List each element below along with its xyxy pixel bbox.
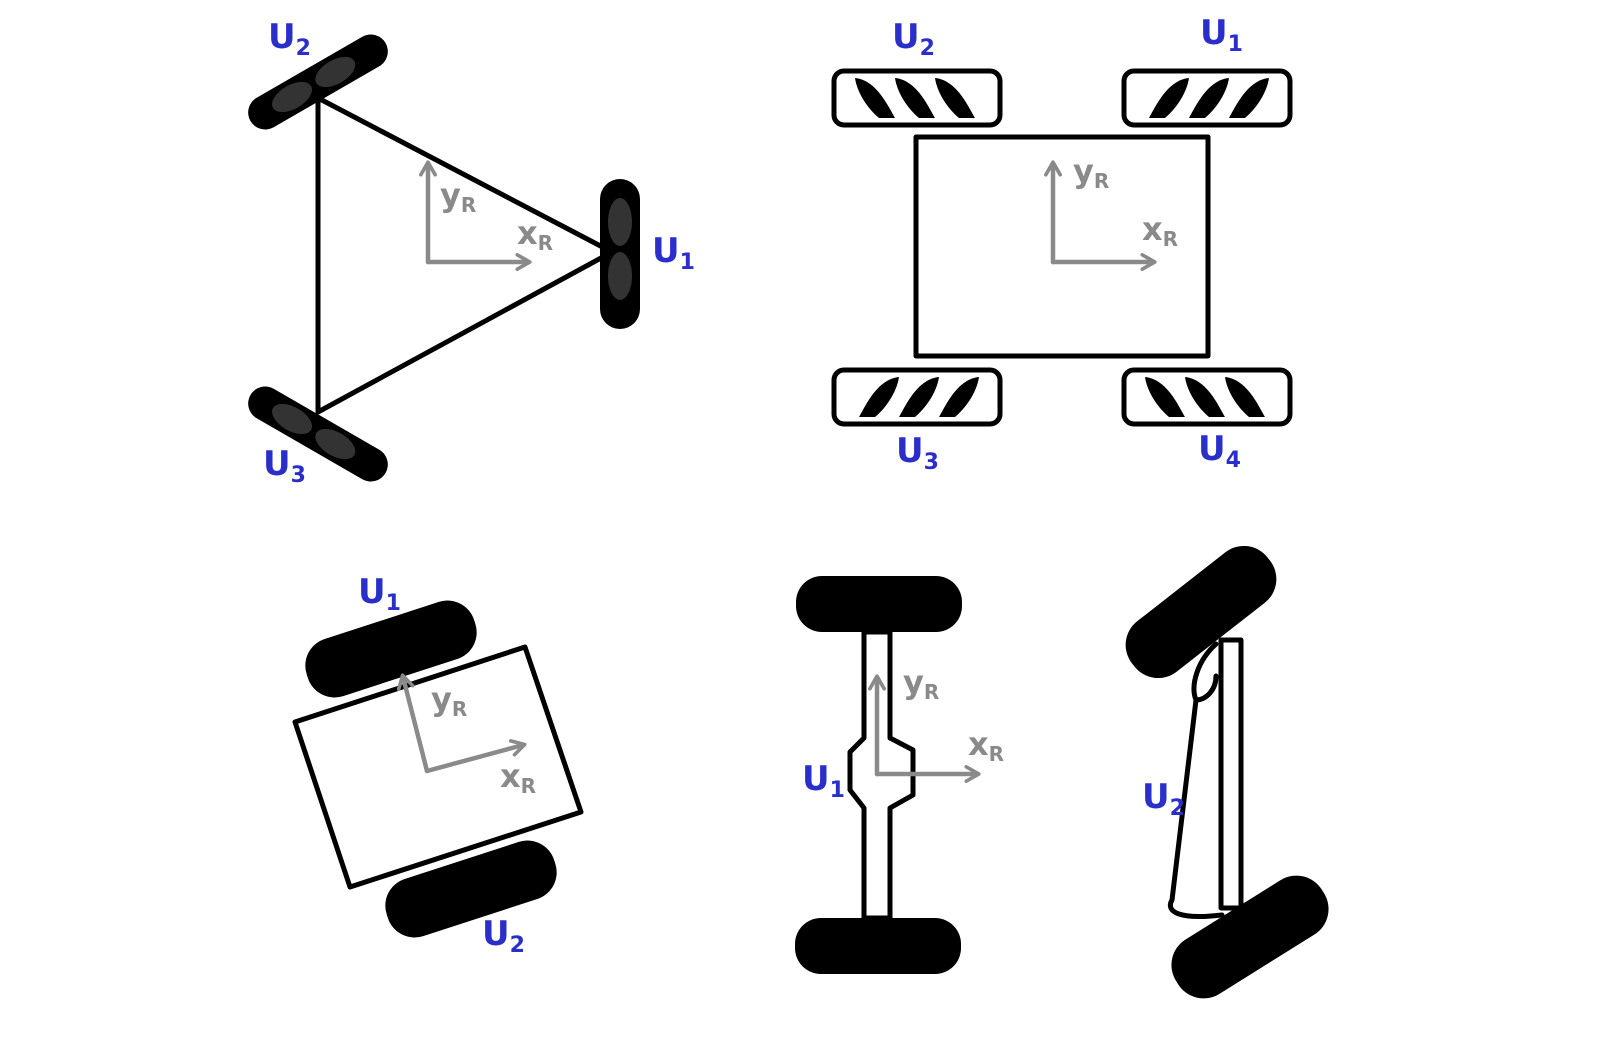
x-axis-label: xR — [500, 757, 536, 798]
tilted-rectangular-chassis — [292, 644, 584, 890]
mecanum-wheel-u1 — [1121, 68, 1293, 128]
x-axis-arrow — [424, 739, 527, 774]
mecanum-wheel-u4 — [1121, 367, 1293, 427]
panel-four-wheel-robot: yR xR U1 U2 U3 U4 — [831, 13, 1293, 475]
robot-frame-axes: yR xR — [868, 663, 1004, 783]
wheel-u2 — [385, 840, 557, 938]
robot-frame-axes: yR xR — [1044, 152, 1178, 271]
triangle-chassis — [315, 95, 615, 415]
mecanum-wheel-u3 — [831, 367, 1003, 427]
front-wheel-top — [796, 576, 962, 632]
omni-wheel-u1 — [600, 179, 640, 329]
rear-wheel-bottom — [795, 918, 961, 974]
omni-wheel-u2 — [248, 34, 388, 130]
wheel-label-u2: U2 — [892, 17, 935, 61]
y-axis-label: yR — [440, 176, 476, 217]
wheel-label-u1: U1 — [1200, 13, 1243, 57]
wheel-label-u3: U3 — [896, 431, 939, 475]
omni-wheel-u3 — [248, 386, 388, 482]
wheel-label-u2: U2 — [268, 17, 311, 61]
wheel-label-u4: U4 — [1198, 429, 1241, 473]
y-axis-arrow — [396, 673, 430, 774]
y-axis-label: yR — [1073, 152, 1109, 193]
panel-axle-front-view: yR xR U1 — [795, 576, 1004, 974]
wheel-label-u1: U1 — [802, 759, 845, 803]
x-axis-label: xR — [517, 214, 553, 255]
rectangular-chassis — [913, 134, 1211, 359]
mecanum-wheel-u2 — [831, 68, 1003, 128]
x-axis-label: xR — [1142, 210, 1178, 251]
y-axis-label: yR — [903, 663, 939, 704]
axle-body — [847, 629, 916, 921]
steered-wheel-top — [1125, 545, 1277, 679]
steered-wheel-bottom — [1171, 875, 1329, 999]
wheel-label-u1: U1 — [358, 572, 401, 616]
panel-axle-side-view: U2 — [1125, 545, 1329, 999]
wheel-label-u3: U3 — [263, 444, 306, 488]
robot-frame-axes: yR xR — [419, 160, 553, 271]
vertical-post — [1218, 637, 1244, 911]
wheel-label-u2: U2 — [1142, 777, 1185, 821]
wheel-label-u1: U1 — [652, 231, 695, 275]
tilted-link — [1167, 641, 1225, 920]
robot-frame-axes: yR xR — [396, 673, 536, 798]
x-axis-label: xR — [968, 725, 1004, 766]
y-axis-label: yR — [431, 680, 467, 721]
wheel-u1 — [305, 600, 477, 698]
wheel-label-u2: U2 — [482, 914, 525, 958]
panel-three-wheel-robot: yR xR U1 U2 U3 — [248, 17, 695, 488]
panel-tilted-two-wheel-robot: yR xR U1 U2 — [292, 572, 584, 958]
link-joint-top — [1193, 673, 1219, 703]
